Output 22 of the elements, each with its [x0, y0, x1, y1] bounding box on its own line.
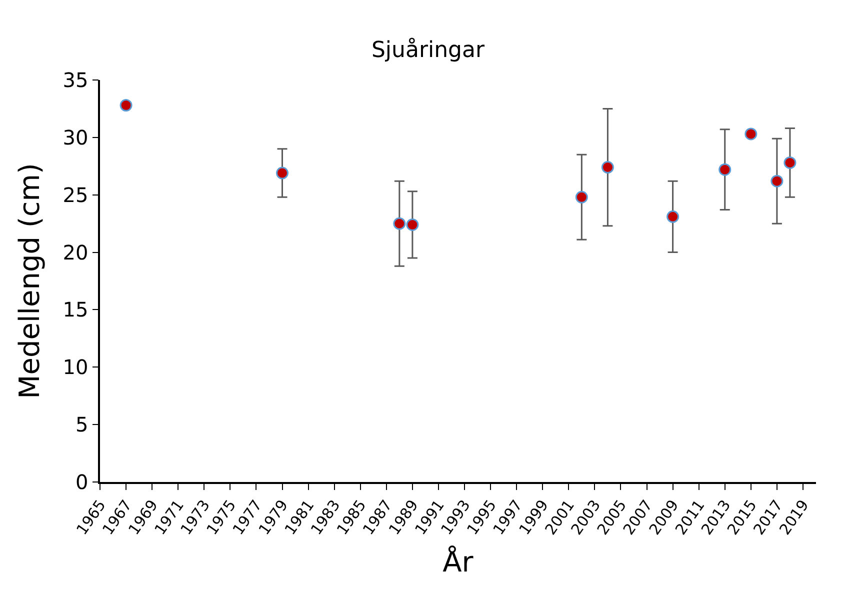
y-tick-label: 0: [76, 470, 88, 494]
point: [393, 217, 406, 230]
y-tick-label: 20: [62, 240, 88, 264]
y-tick-label: 15: [62, 298, 88, 322]
y-tick-label: 35: [62, 68, 88, 92]
y-tick-label: 5: [76, 412, 88, 437]
y-tick-label: 30: [62, 125, 88, 150]
point: [575, 190, 588, 204]
y-tick-label: 25: [62, 182, 88, 207]
point: [601, 161, 614, 174]
chart-title: Sjuåringar: [371, 36, 486, 63]
point: [406, 218, 419, 231]
point: [784, 156, 796, 169]
y-axis-title: Medellengd (cm): [12, 163, 46, 399]
x-axis-title: År: [442, 546, 474, 579]
point: [770, 174, 784, 188]
point: [120, 99, 132, 112]
point: [276, 166, 288, 180]
point: [744, 128, 758, 140]
point: [666, 210, 680, 223]
y-tick-label: 10: [62, 355, 88, 380]
point: [718, 163, 732, 176]
